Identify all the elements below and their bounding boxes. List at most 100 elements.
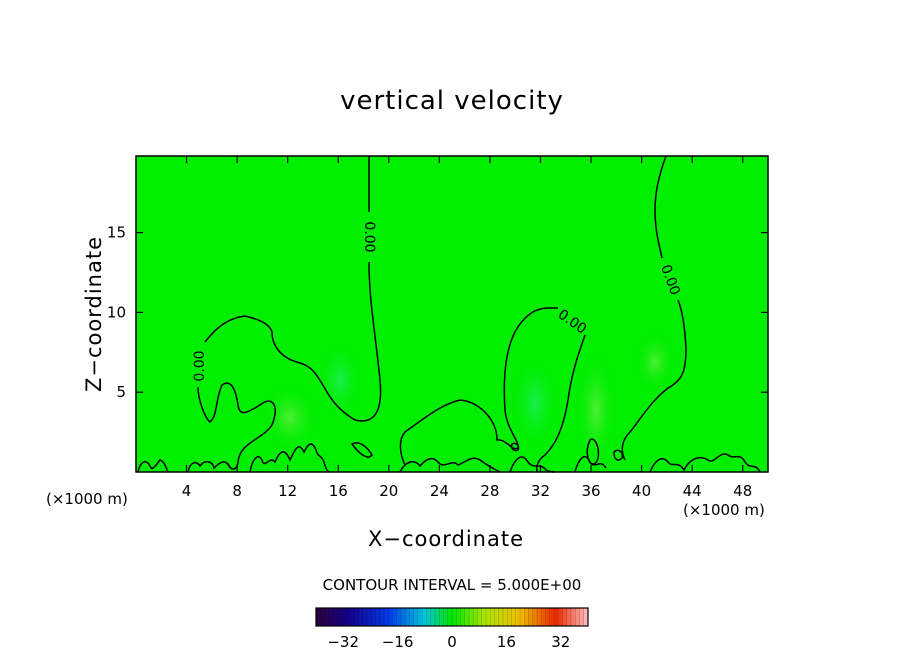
colorbar-segment	[422, 608, 427, 626]
plot-area	[136, 156, 768, 472]
colorbar-tick-label: 0	[447, 633, 457, 651]
colorbar-segment	[384, 608, 389, 626]
colorbar-frame	[315, 607, 589, 627]
x-tick-label: 28	[480, 482, 499, 500]
colorbar-segment	[469, 608, 474, 626]
colorbar-segment	[554, 608, 559, 626]
colorbar-tick-labels: −32 −16 0 16 32	[327, 633, 570, 651]
y-tick-label: 10	[107, 303, 126, 321]
colorbar-segment	[418, 608, 423, 626]
colorbar-tick-label: 16	[497, 633, 516, 651]
x-tick-label: 32	[531, 482, 550, 500]
colorbar-segment	[435, 608, 440, 626]
contour-label: 0.00	[361, 221, 377, 252]
x-unit-label-left: (×1000 m)	[46, 490, 128, 508]
colorbar-segment	[345, 608, 351, 626]
field-patch	[635, 332, 675, 392]
colorbar-segment	[413, 608, 419, 626]
colorbar-segment	[320, 608, 325, 626]
colorbar-segment	[575, 608, 580, 626]
colorbar-segment	[498, 608, 504, 626]
colorbar-segment	[579, 608, 585, 626]
colorbar-segment	[520, 608, 525, 626]
colorbar-segment	[481, 608, 487, 626]
colorbar-segment	[316, 608, 321, 626]
zero-contour	[399, 307, 586, 473]
colorbar-segment	[333, 608, 338, 626]
colorbar-segment	[494, 608, 500, 626]
colorbar-segment	[460, 608, 466, 626]
y-tick-label: 5	[116, 383, 126, 401]
x-axis-label: X−coordinate	[368, 527, 524, 551]
colorbar-segment	[328, 608, 334, 626]
field-patch	[576, 350, 616, 470]
y-tick-label: 15	[107, 224, 126, 242]
x-tick-label: 8	[232, 482, 242, 500]
colorbar-segment	[375, 608, 381, 626]
colorbar-segment	[566, 608, 572, 626]
zero-contour	[510, 438, 624, 465]
colorbar-segment	[358, 608, 364, 626]
colorbar-segment	[354, 608, 359, 626]
colorbar-segment	[583, 608, 589, 626]
chart-title: vertical velocity	[340, 86, 564, 116]
colorbar-segment	[515, 608, 521, 626]
colorbar-segment	[443, 608, 449, 626]
colorbar-segment	[341, 608, 347, 626]
colorbar-segment	[430, 608, 436, 626]
colorbar-segment	[524, 608, 529, 626]
field-patch	[511, 354, 559, 450]
x-tick-label: 48	[733, 482, 752, 500]
colorbar-segment	[571, 608, 576, 626]
x-unit-label-right: (×1000 m)	[683, 501, 765, 519]
colorbar-segment	[503, 608, 508, 626]
x-tick-label: 12	[278, 482, 297, 500]
zero-contour	[621, 155, 687, 461]
field-patch	[262, 384, 318, 452]
colorbar-segment	[362, 608, 368, 626]
contour-label: 0.00	[192, 350, 208, 381]
colorbar-segment	[562, 608, 568, 626]
x-tick-label: 40	[632, 482, 651, 500]
colorbar-tick-label: −32	[327, 633, 359, 651]
colorbar-segment	[452, 608, 457, 626]
colorbar-segment	[486, 608, 491, 626]
x-tick-label: 20	[379, 482, 398, 500]
contour-lines	[137, 155, 761, 473]
colorbar-segment	[532, 608, 538, 626]
colorbar-segment	[477, 608, 483, 626]
colorbar-tick-label: −16	[382, 633, 414, 651]
colorbar-segment	[507, 608, 512, 626]
colorbar-segment	[511, 608, 517, 626]
colorbar-segment	[392, 608, 398, 626]
colorbar-segment	[401, 608, 406, 626]
colorbar-segment	[388, 608, 393, 626]
colorbar-segment	[426, 608, 432, 626]
colorbar-segment	[350, 608, 355, 626]
colorbar-segment	[367, 608, 372, 626]
colorbar-segment	[371, 608, 376, 626]
colorbar-segment	[379, 608, 385, 626]
colorbar-segment	[558, 608, 563, 626]
zero-contour	[197, 156, 382, 470]
colorbar-tick-label: 32	[551, 633, 570, 651]
colorbar-segment	[337, 608, 342, 626]
colorbar-segment	[324, 608, 330, 626]
colorbar-segment	[473, 608, 478, 626]
colorbar-segment	[545, 608, 551, 626]
x-tick-label: 24	[430, 482, 449, 500]
colorbar	[315, 607, 589, 627]
x-axis: 4 8 12 16 20 24 28 32 36 40 44 48	[182, 156, 752, 500]
colorbar-segment	[409, 608, 415, 626]
colorbar-segment	[456, 608, 461, 626]
colorbar-segment	[405, 608, 410, 626]
x-tick-label: 36	[581, 482, 600, 500]
plot-frame	[135, 155, 769, 473]
colorbar-segment	[490, 608, 495, 626]
field-patch	[318, 340, 362, 420]
colorbar-segment	[464, 608, 470, 626]
colorbar-segment	[528, 608, 534, 626]
contour-interval-label: CONTOUR INTERVAL = 5.000E+00	[322, 576, 582, 594]
x-tick-label: 16	[329, 482, 348, 500]
